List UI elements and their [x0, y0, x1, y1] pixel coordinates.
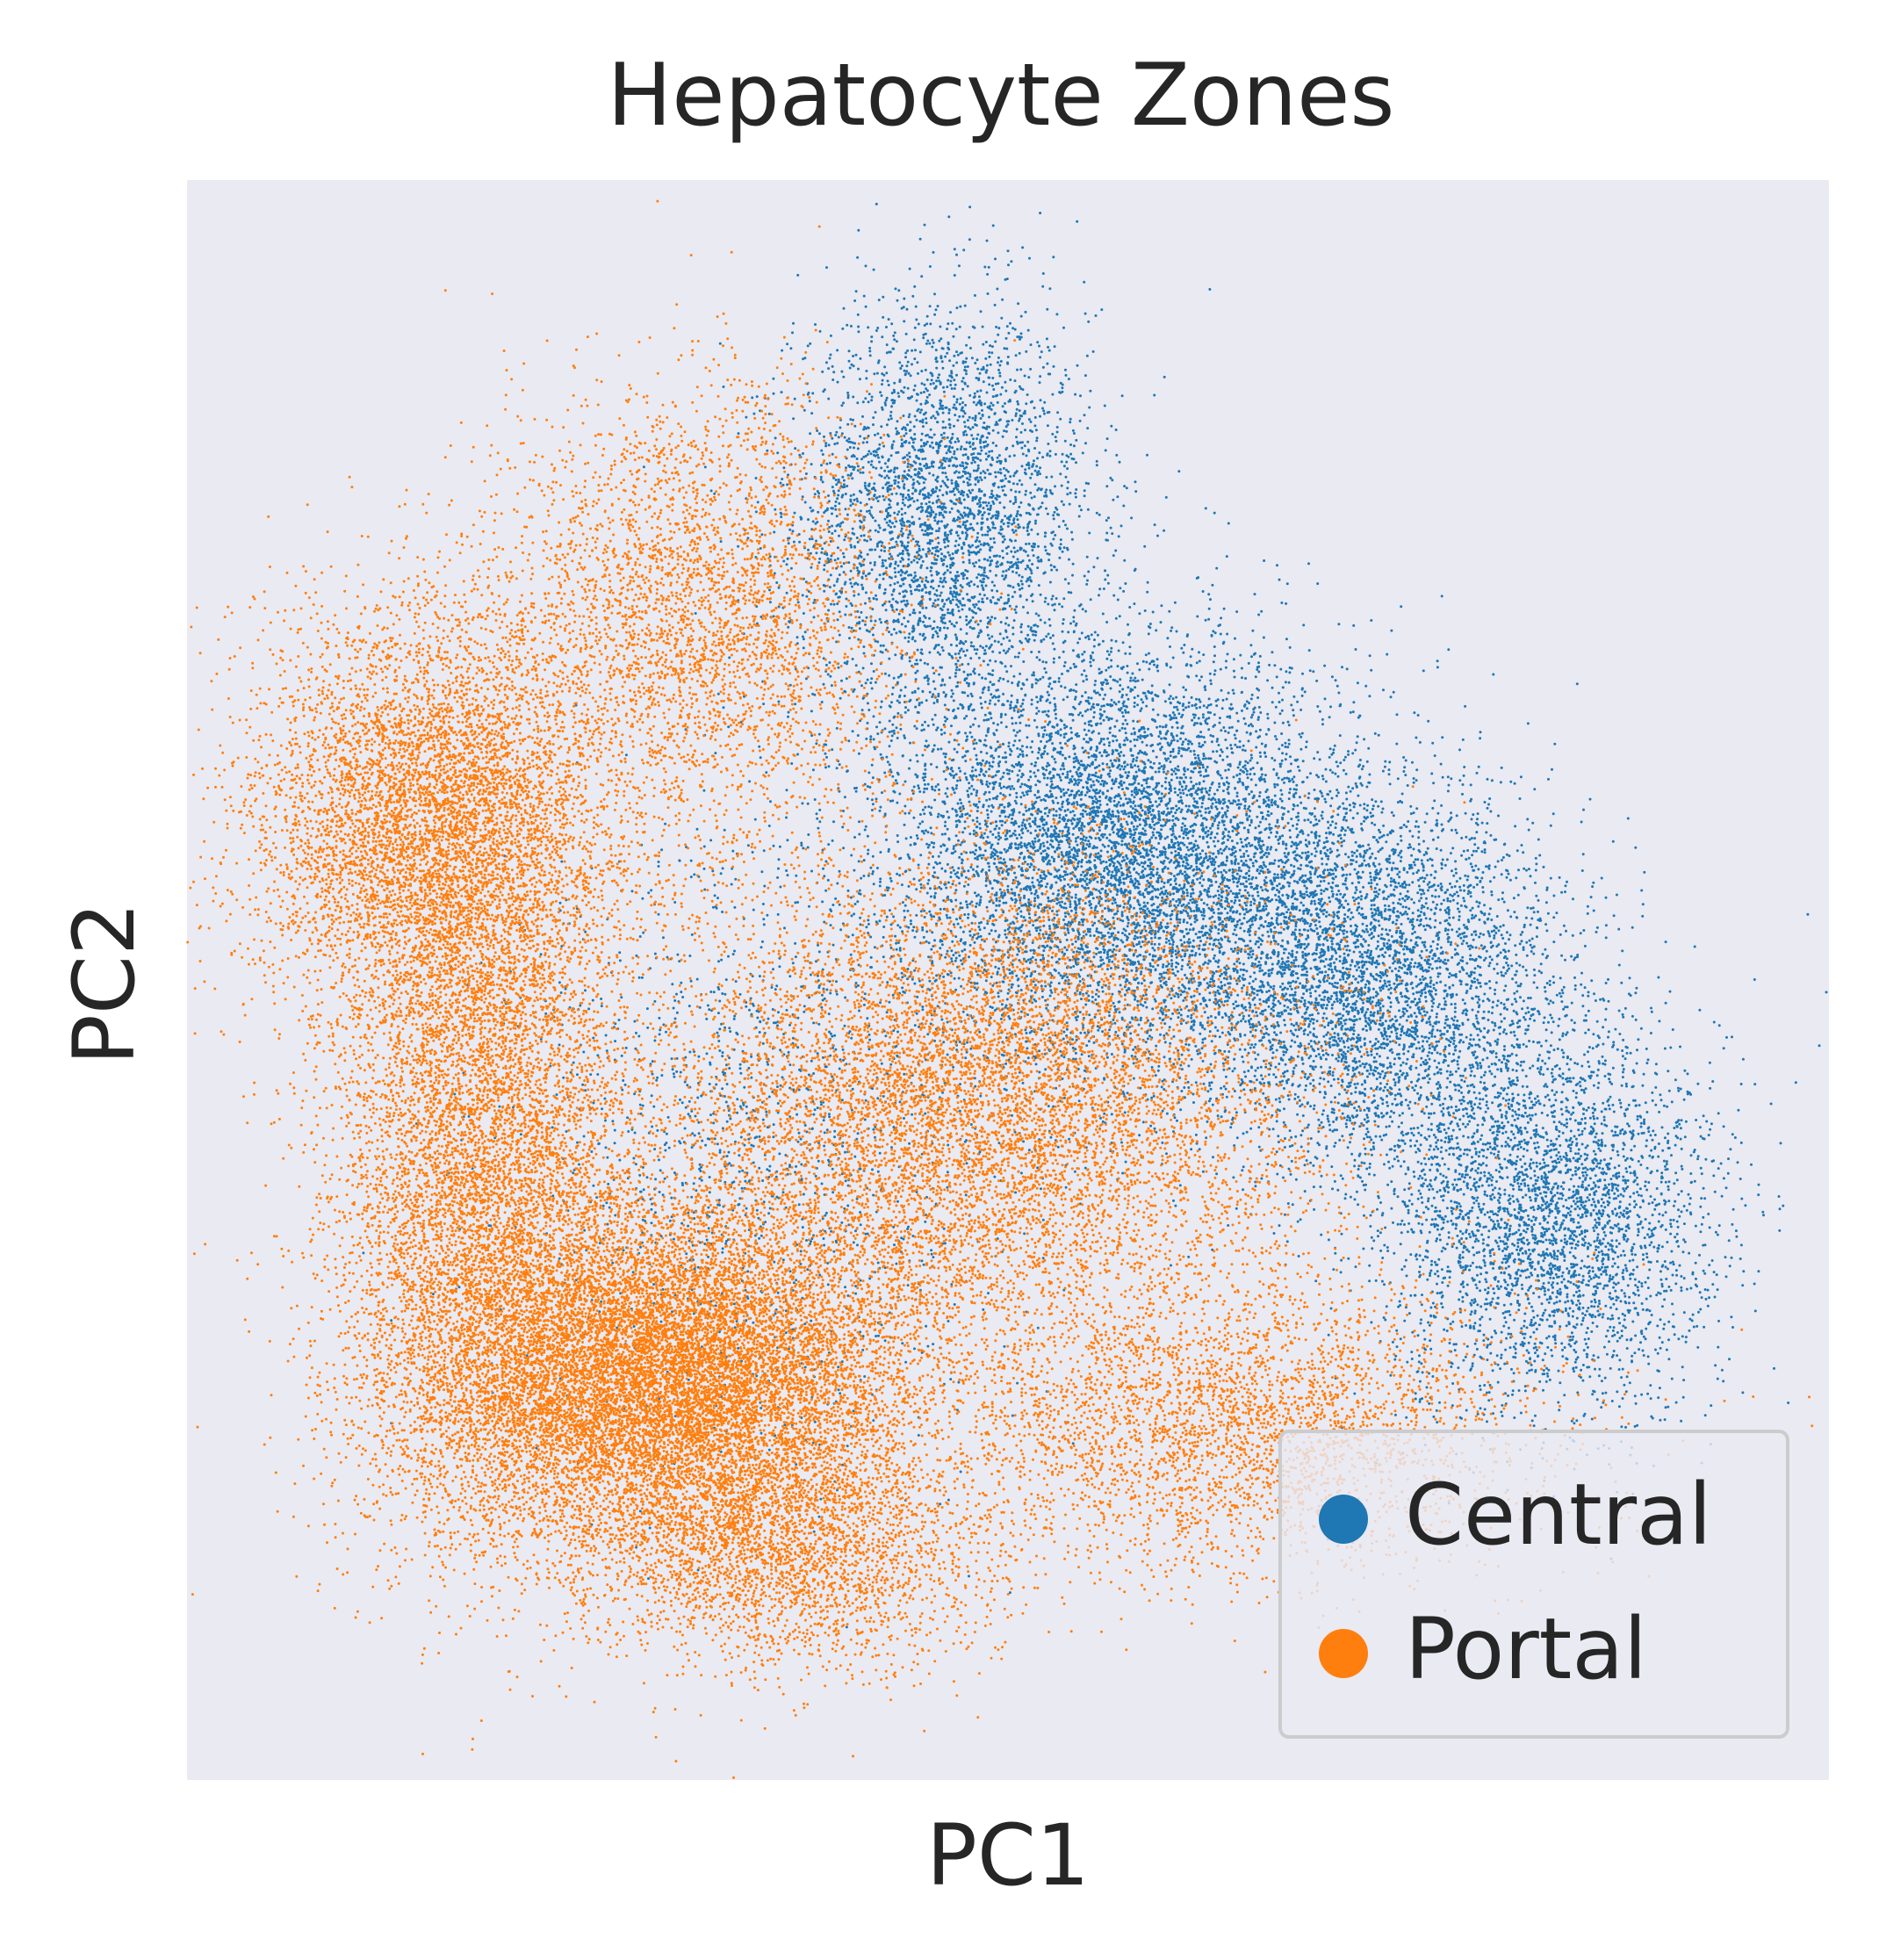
legend-box [1278, 1430, 1789, 1739]
scatter-series-central [362, 202, 1828, 1629]
legend: Central Portal [1278, 1430, 1789, 1739]
legend-marker-central [1319, 1495, 1368, 1544]
legend-marker-portal [1319, 1629, 1368, 1678]
y-axis-label: PC2 [55, 902, 154, 1065]
x-axis-label: PC1 [926, 1806, 1090, 1905]
chart-title: Hepatocyte Zones [608, 46, 1395, 146]
scatter-series-portal [186, 199, 1814, 1779]
legend-label-portal: Portal [1405, 1600, 1647, 1698]
legend-label-central: Central [1405, 1466, 1712, 1564]
scatter-points [186, 199, 1828, 1779]
